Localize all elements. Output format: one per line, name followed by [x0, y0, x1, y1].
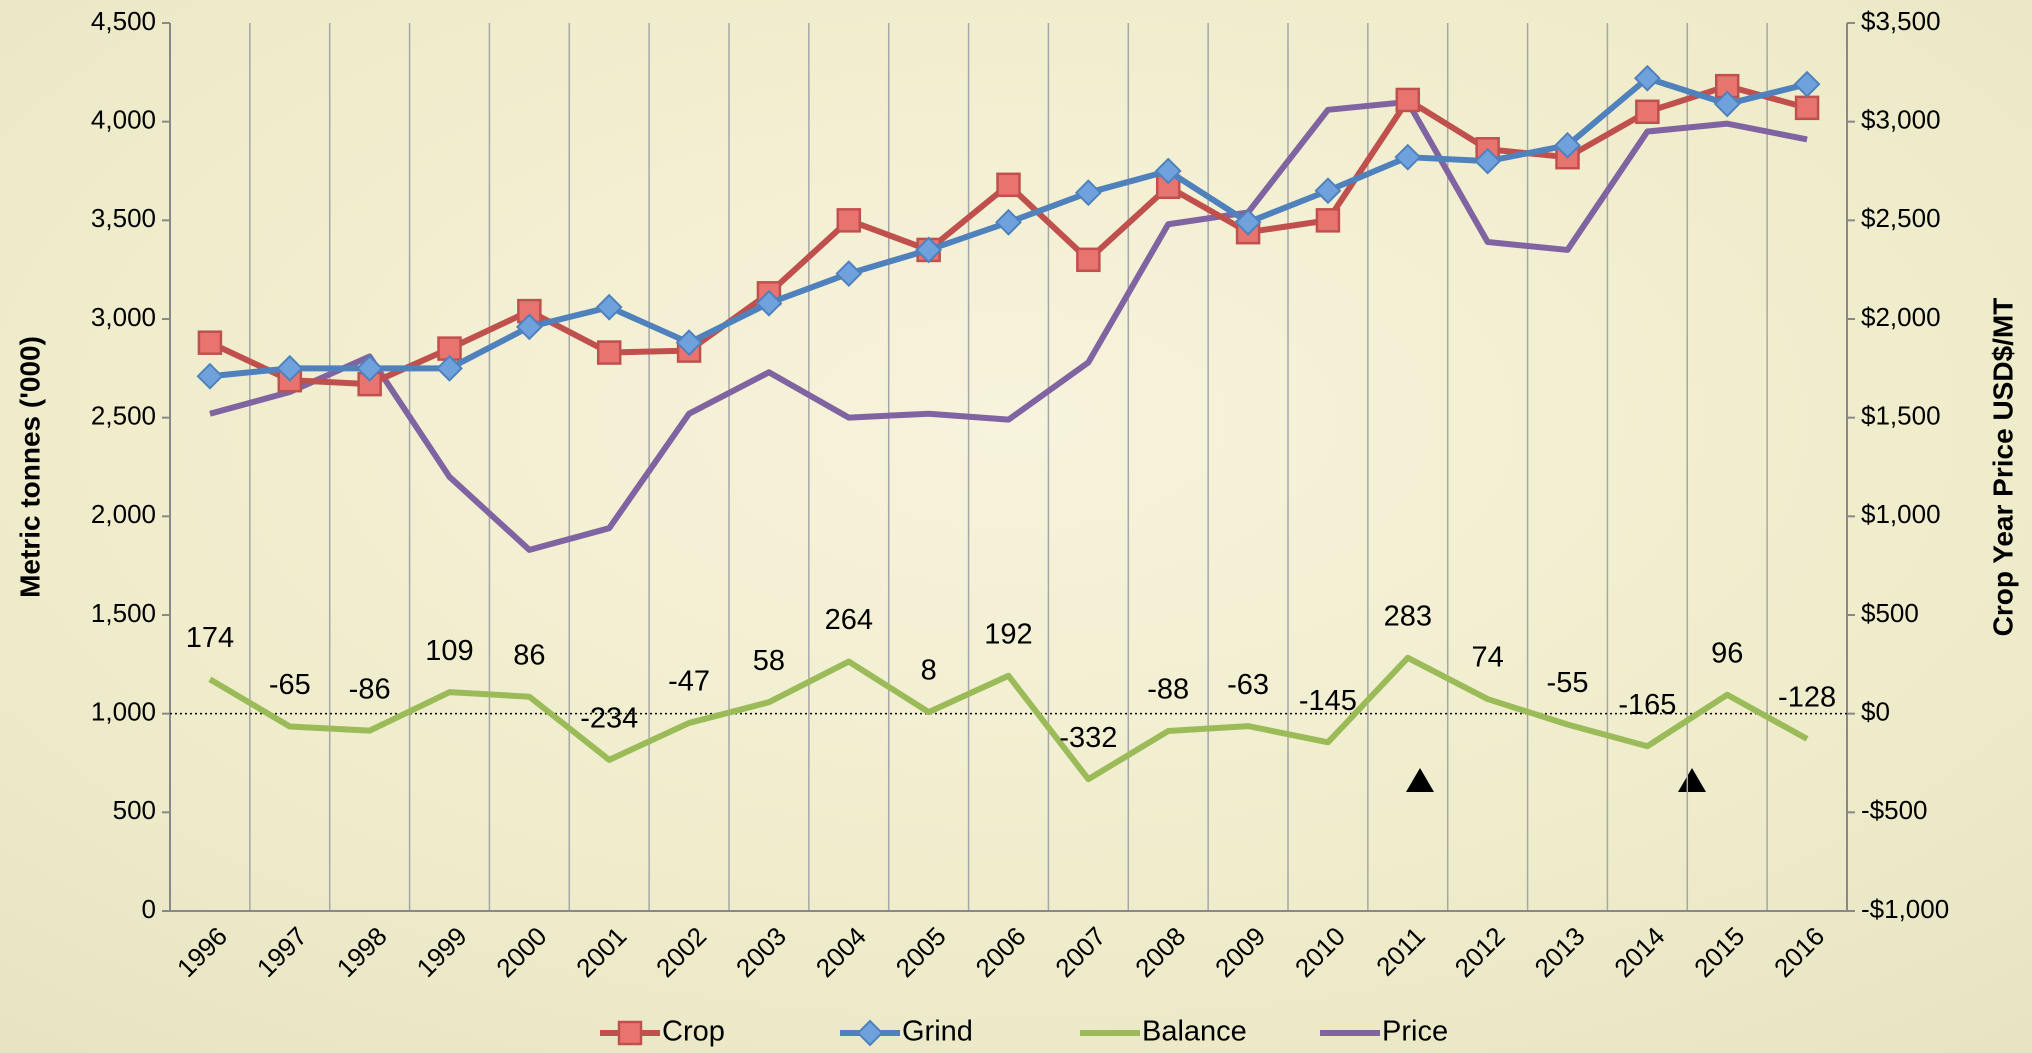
y2-axis-title: Crop Year Price USD$/MT: [1987, 298, 2018, 637]
y-tick-label: 4,500: [91, 6, 156, 36]
data-label: 174: [186, 622, 234, 654]
marker: [1635, 99, 1660, 125]
marker: [1395, 87, 1421, 113]
data-label: -234: [580, 702, 638, 734]
marker: [1234, 208, 1262, 236]
series-line: [208, 654, 1809, 783]
y2-tick-label: -$500: [1861, 795, 1928, 825]
marker: [1076, 247, 1101, 273]
marker: [515, 313, 543, 341]
y2-tick-label: $2,000: [1861, 302, 1941, 332]
marker: [596, 340, 622, 365]
y2-tick-label: $1,500: [1861, 401, 1941, 431]
legend-label: Crop: [662, 1016, 725, 1048]
y-tick-label: 0: [142, 894, 156, 924]
marker: [276, 354, 304, 382]
y-tick-label: 4,000: [91, 105, 156, 135]
data-label: 86: [513, 639, 545, 671]
marker: [196, 362, 224, 390]
marker: [915, 236, 943, 264]
marker: [996, 172, 1021, 198]
marker: [1713, 90, 1741, 118]
marker: [1793, 70, 1821, 98]
legend-label: Price: [1382, 1016, 1448, 1048]
legend-label: Grind: [902, 1016, 973, 1048]
marker: [836, 208, 862, 233]
y-axis-title: Metric tonnes ('000): [14, 336, 45, 598]
marker: [1154, 157, 1182, 185]
data-label: 192: [984, 618, 1032, 650]
marker: [995, 208, 1022, 236]
y2-tick-label: $2,500: [1861, 203, 1941, 233]
y2-tick-label: $500: [1861, 598, 1919, 628]
y2-tick-label: $0: [1861, 697, 1890, 727]
data-label: -88: [1147, 674, 1189, 706]
marker-triangle: [1678, 768, 1706, 792]
marker: [1394, 143, 1422, 171]
y-tick-label: 1,000: [91, 697, 156, 727]
marker: [1794, 95, 1820, 121]
data-label: -332: [1059, 722, 1117, 754]
marker-triangle: [1406, 768, 1434, 792]
data-label: -55: [1547, 667, 1589, 699]
marker: [617, 1020, 643, 1046]
y-tick-label: 3,000: [91, 302, 156, 332]
marker: [675, 329, 703, 357]
data-label: -86: [349, 673, 391, 705]
marker: [856, 1019, 884, 1047]
legend-label: Balance: [1142, 1016, 1247, 1048]
data-label: 58: [753, 645, 785, 677]
marker: [1315, 208, 1341, 233]
data-label: 8: [921, 655, 937, 687]
marker: [835, 260, 863, 288]
y2-tick-label: $3,000: [1861, 105, 1941, 135]
marker: [436, 354, 463, 382]
data-label: -145: [1299, 685, 1357, 717]
marker: [1314, 177, 1342, 205]
series-line: [209, 98, 1808, 553]
data-label: -128: [1778, 682, 1836, 714]
y2-tick-label: $1,000: [1861, 499, 1941, 529]
data-label: -165: [1618, 689, 1676, 721]
data-label: -65: [269, 669, 311, 701]
data-label: 96: [1711, 637, 1743, 669]
data-label: -47: [668, 666, 710, 698]
data-label: 283: [1384, 600, 1432, 632]
y-tick-label: 3,500: [91, 203, 156, 233]
marker: [1074, 179, 1102, 207]
marker: [595, 293, 623, 321]
legend: Crop Grind Balance Price: [600, 1016, 1448, 1048]
marker: [1554, 131, 1581, 159]
marker: [197, 330, 223, 355]
y-tick-label: 2,000: [91, 499, 156, 529]
data-label: -63: [1227, 669, 1269, 701]
data-label: 264: [825, 604, 873, 636]
marker: [356, 354, 384, 382]
y-tick-label: 1,500: [91, 598, 156, 628]
y-tick-label: 500: [113, 795, 156, 825]
marker: [755, 289, 783, 317]
marker: [1474, 147, 1502, 175]
data-label: 74: [1472, 642, 1504, 674]
y2-tick-label: -$1,000: [1861, 894, 1949, 924]
data-label: 109: [425, 635, 473, 667]
y2-tick-label: $3,500: [1861, 6, 1941, 36]
y-tick-label: 2,500: [91, 401, 156, 431]
marker: [1633, 64, 1661, 92]
